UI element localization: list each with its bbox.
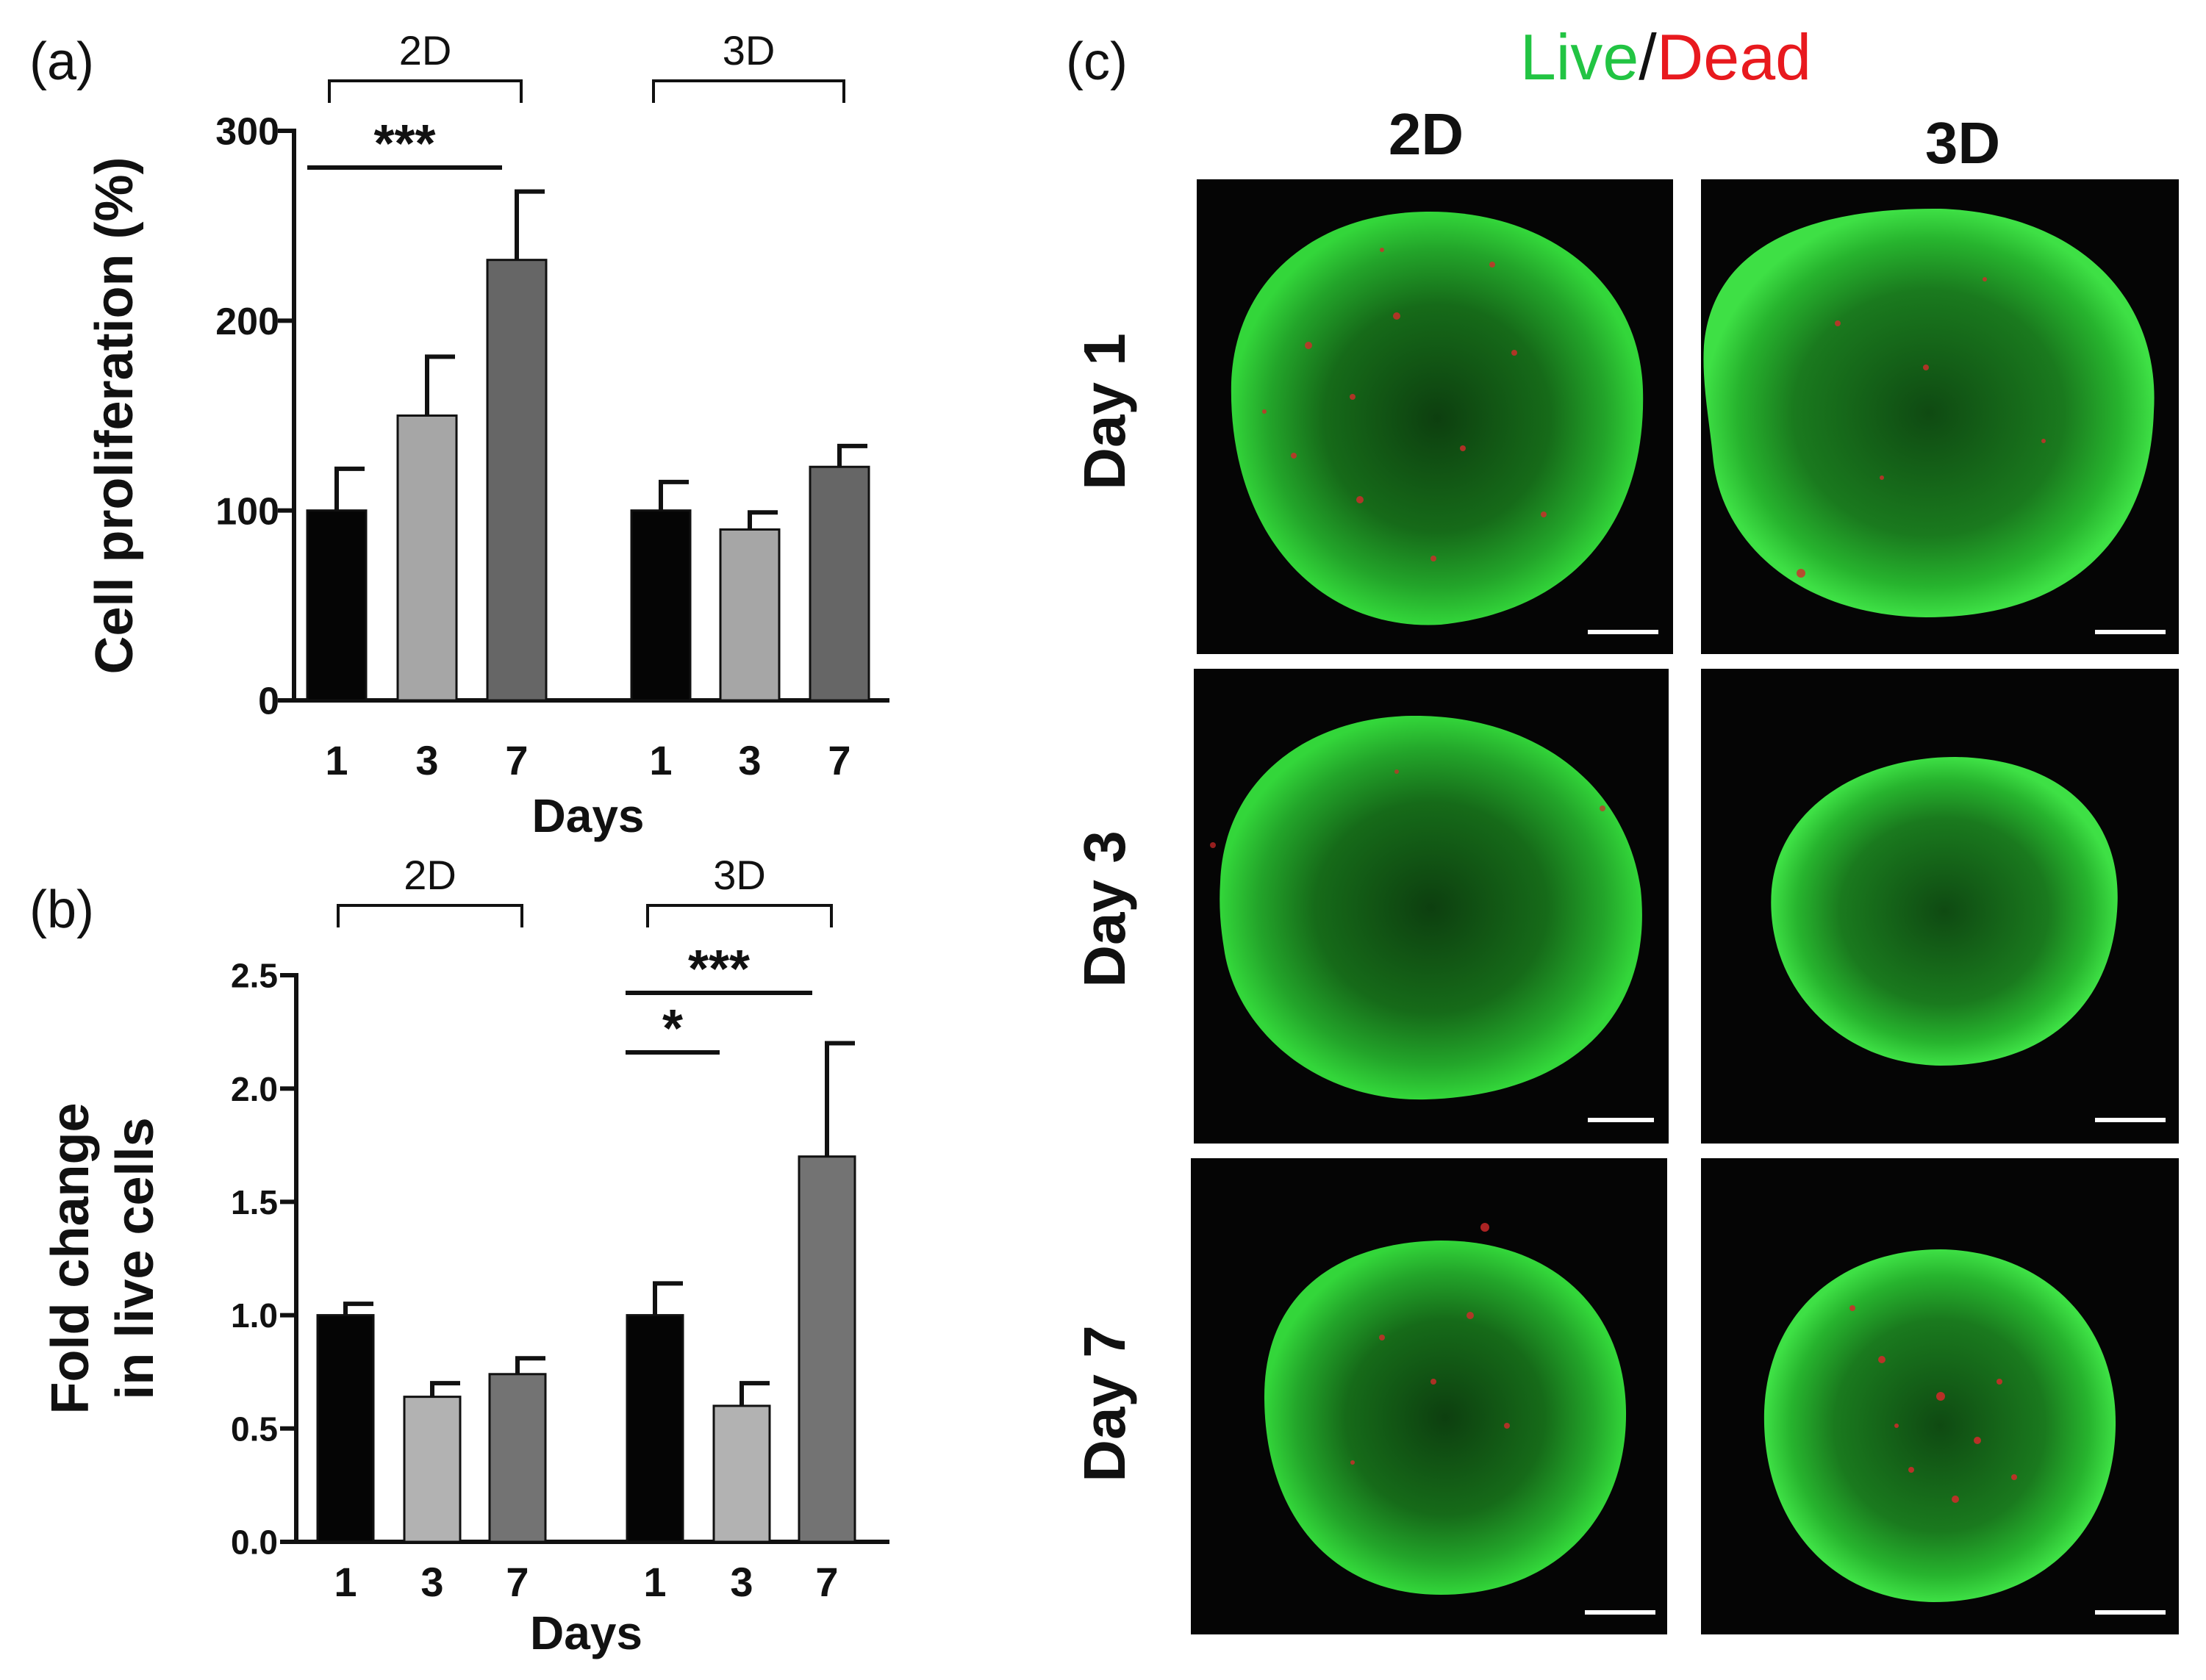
x-tick-label: 7 — [815, 1559, 838, 1605]
panel-c-label: (c) — [1066, 32, 1128, 91]
panel-b-label: (b) — [29, 880, 94, 939]
y-tick-label: 0 — [258, 681, 279, 723]
y-tick-label: 100 — [215, 490, 279, 533]
bar — [719, 528, 781, 702]
y-axis-label: Cell proliferation (%) — [85, 157, 144, 674]
significance-label: * — [662, 999, 683, 1058]
column-label-2d: 2D — [1389, 101, 1464, 167]
row-label-day-3: Day 3 — [1072, 830, 1137, 987]
micrograph-panel: (c) Live/Dead 2D 3D Day 1 Day 3 Day 7 — [1066, 21, 2179, 1634]
micrograph-2d-day-7 — [1191, 1158, 1667, 1634]
stain-title-live: Live — [1520, 21, 1639, 93]
bar — [486, 259, 548, 702]
bar — [630, 509, 692, 702]
y-tick-label: 1.0 — [231, 1296, 278, 1335]
y-tick-label: 300 — [215, 111, 279, 154]
x-tick-label: 7 — [828, 737, 850, 783]
x-tick-label: 3 — [415, 737, 438, 783]
row-label-day-7: Day 7 — [1072, 1325, 1137, 1482]
micrograph-3d-day-1 — [1701, 179, 2179, 654]
x-tick-label: 3 — [738, 737, 761, 783]
bar — [403, 1396, 462, 1543]
x-tick-label: 1 — [334, 1559, 357, 1605]
x-tick-label: 1 — [649, 737, 672, 783]
x-tick-label: 7 — [506, 1559, 529, 1605]
bar — [626, 1314, 684, 1543]
group-label: 2D — [404, 852, 456, 898]
chart-b: (b) 0.0 0.5 1.0 1.5 2.0 2.5 Fold change in live… — [29, 852, 889, 1659]
column-label-3d: 3D — [1925, 110, 2000, 176]
x-axis-label: Days — [532, 789, 645, 842]
row-label-day-1: Day 1 — [1072, 333, 1137, 489]
y-tick-label: 200 — [215, 301, 279, 343]
spheroid-icon — [1763, 1249, 2116, 1602]
bar — [316, 1314, 375, 1543]
bar — [306, 509, 368, 702]
group-bracket — [652, 79, 845, 103]
group-bracket — [337, 904, 523, 927]
micrograph-2d-day-1 — [1197, 179, 1673, 654]
group-label: 2D — [399, 27, 452, 73]
y-axis-label: Fold change — [41, 1102, 100, 1414]
spheroid-icon — [1703, 208, 2155, 618]
y-axis-label: in live cells — [106, 1117, 165, 1399]
stain-title: Live/Dead — [1520, 21, 1811, 93]
x-tick-label: 1 — [325, 737, 348, 783]
y-tick-label: 0.0 — [231, 1523, 278, 1562]
stain-title-dead: Dead — [1657, 21, 1811, 93]
group-label: 3D — [713, 852, 766, 898]
bar — [809, 465, 870, 702]
x-tick-label: 7 — [505, 737, 528, 783]
spheroid-icon — [1264, 1241, 1627, 1595]
x-tick-label: 3 — [730, 1559, 753, 1605]
stain-title-sep: / — [1639, 21, 1657, 93]
x-tick-label: 3 — [420, 1559, 443, 1605]
group-bracket — [646, 904, 833, 927]
significance-label: *** — [688, 940, 750, 999]
micrograph-3d-day-7 — [1701, 1158, 2179, 1634]
x-tick-label: 1 — [643, 1559, 666, 1605]
significance-label: *** — [373, 115, 435, 173]
x-axis-label: Days — [530, 1607, 642, 1659]
bar — [798, 1155, 856, 1543]
y-tick-label: 1.5 — [231, 1183, 278, 1221]
micrograph-3d-day-3 — [1701, 669, 2179, 1144]
spheroid-icon — [1220, 715, 1642, 1100]
spheroid-icon — [1231, 211, 1644, 625]
bar — [712, 1404, 771, 1543]
bar — [396, 414, 458, 702]
group-label: 3D — [723, 27, 776, 73]
bar — [488, 1373, 547, 1543]
group-bracket — [328, 79, 523, 103]
y-tick-label: 2.0 — [231, 1070, 278, 1108]
y-tick-label: 0.5 — [231, 1410, 278, 1448]
y-tick-label: 2.5 — [231, 957, 278, 995]
micrograph-2d-day-3 — [1194, 669, 1669, 1144]
spheroid-icon — [1771, 757, 2118, 1066]
panel-a-label: (a) — [29, 32, 94, 91]
